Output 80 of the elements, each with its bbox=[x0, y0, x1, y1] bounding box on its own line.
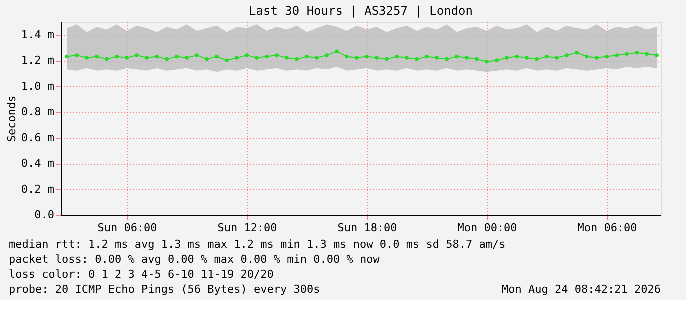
point bbox=[635, 51, 639, 55]
point bbox=[485, 60, 489, 64]
point bbox=[455, 54, 459, 59]
point bbox=[515, 54, 519, 59]
point bbox=[415, 57, 419, 62]
y-tick-label: 1.2 m bbox=[21, 54, 55, 68]
point bbox=[215, 54, 219, 59]
point bbox=[255, 56, 259, 60]
point bbox=[625, 52, 629, 56]
point bbox=[585, 54, 589, 59]
point bbox=[465, 56, 469, 60]
point bbox=[435, 56, 439, 60]
point bbox=[285, 56, 289, 60]
point bbox=[65, 54, 69, 59]
point bbox=[575, 51, 579, 55]
point bbox=[305, 54, 309, 59]
chart-title: Last 30 Hours | AS3257 | London bbox=[249, 4, 473, 18]
point bbox=[185, 56, 189, 60]
point bbox=[235, 56, 239, 60]
point bbox=[385, 57, 389, 62]
point bbox=[425, 54, 429, 59]
text: probe: 20 ICMP Echo Pings (56 Bytes) every 300s bbox=[9, 283, 320, 296]
point bbox=[595, 56, 599, 60]
y-axis-title: Seconds bbox=[5, 96, 18, 142]
point bbox=[325, 54, 329, 58]
y-tick-label: 0.0 bbox=[34, 208, 54, 222]
point bbox=[605, 54, 609, 59]
text: median rtt: 1.2 ms avg 1.3 ms max 1.2 ms min 1.3 ms now 0.0 ms sd 58.7 am/s bbox=[9, 238, 506, 251]
point bbox=[645, 52, 649, 56]
point bbox=[245, 54, 249, 58]
point bbox=[145, 56, 149, 60]
point bbox=[85, 56, 89, 60]
point bbox=[205, 57, 209, 62]
point bbox=[505, 56, 509, 60]
point bbox=[495, 58, 499, 62]
x-tick-label: Sun 06:00 bbox=[98, 222, 158, 234]
point bbox=[345, 54, 349, 59]
point bbox=[525, 56, 529, 60]
point bbox=[75, 54, 79, 58]
y-tick-label: 0.4 m bbox=[21, 157, 55, 170]
point bbox=[265, 54, 269, 59]
y-tick-label: 0.6 m bbox=[21, 131, 55, 144]
point bbox=[445, 57, 449, 62]
point bbox=[655, 54, 659, 58]
point bbox=[105, 57, 109, 62]
point bbox=[375, 56, 379, 60]
point bbox=[195, 54, 199, 58]
x-tick-label: Sun 12:00 bbox=[218, 222, 278, 234]
point bbox=[475, 57, 479, 62]
y-tick-label: 1.4 m bbox=[21, 28, 55, 42]
point bbox=[115, 54, 119, 59]
point bbox=[155, 54, 159, 59]
text: Mon Aug 24 08:42:21 2026 bbox=[502, 283, 661, 296]
point bbox=[275, 54, 279, 58]
x-tick-label: Mon 06:00 bbox=[578, 222, 638, 234]
point bbox=[365, 54, 369, 59]
point bbox=[225, 58, 229, 62]
point bbox=[165, 57, 169, 62]
point bbox=[335, 50, 339, 54]
point bbox=[355, 56, 359, 60]
y-tick-label: 0.2 m bbox=[21, 182, 55, 196]
point bbox=[615, 54, 619, 58]
point bbox=[565, 54, 569, 58]
point bbox=[545, 54, 549, 59]
text: packet loss: 0.00 % avg 0.00 % max 0.00 % min 0.00 % now bbox=[9, 253, 380, 266]
y-tick-label: 0.8 m bbox=[21, 106, 55, 119]
point bbox=[405, 56, 409, 60]
point bbox=[175, 54, 179, 59]
point bbox=[535, 57, 539, 62]
x-tick-label: Mon 00:00 bbox=[458, 222, 518, 234]
point bbox=[315, 56, 319, 60]
point bbox=[95, 54, 99, 59]
point bbox=[555, 56, 559, 60]
x-tick-label: Sun 18:00 bbox=[338, 222, 398, 234]
point bbox=[135, 54, 139, 58]
y-tick-label: 1.0 m bbox=[21, 80, 55, 93]
point bbox=[295, 57, 299, 62]
point bbox=[125, 56, 129, 60]
point bbox=[395, 54, 399, 59]
text: loss color: 0 1 2 3 4-5 6-10 11-19 20/20 bbox=[9, 268, 274, 281]
